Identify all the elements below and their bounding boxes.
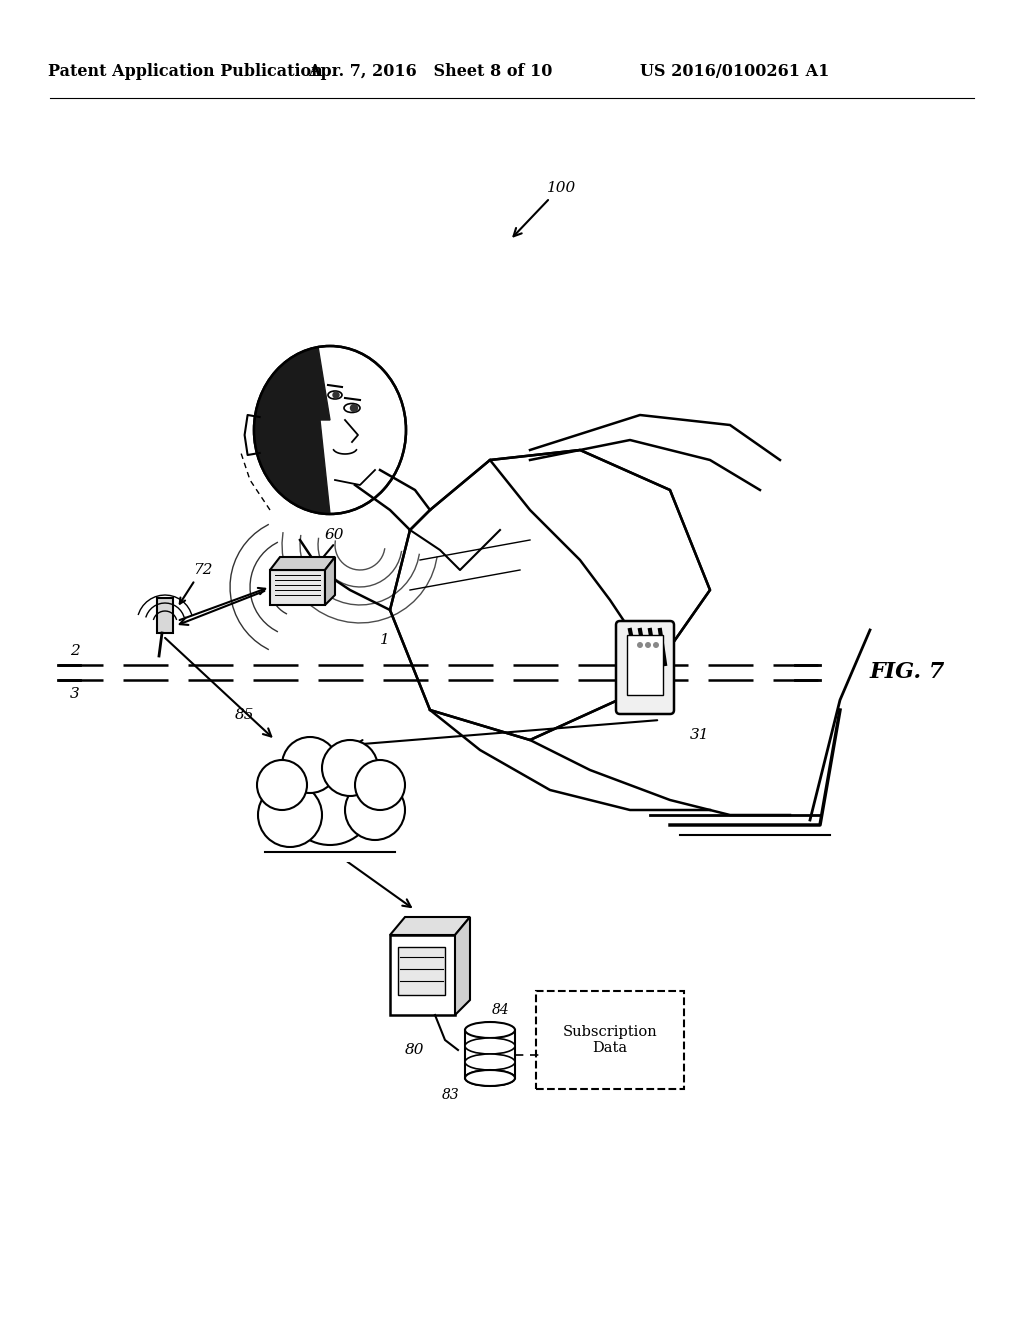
Text: FIG. 7: FIG. 7	[870, 661, 945, 682]
Text: 84: 84	[492, 1003, 510, 1016]
Polygon shape	[325, 557, 335, 605]
Circle shape	[350, 404, 357, 412]
Text: 72: 72	[194, 564, 213, 577]
Polygon shape	[390, 450, 710, 741]
Circle shape	[282, 737, 338, 793]
Polygon shape	[270, 570, 325, 605]
Text: 31: 31	[690, 729, 710, 742]
Circle shape	[333, 392, 339, 399]
Circle shape	[645, 642, 651, 648]
Ellipse shape	[465, 1022, 515, 1038]
Circle shape	[637, 642, 643, 648]
FancyBboxPatch shape	[616, 620, 674, 714]
Bar	[157, 598, 173, 634]
Circle shape	[285, 755, 375, 845]
Text: Subscription
Data: Subscription Data	[562, 1024, 657, 1055]
Ellipse shape	[344, 404, 360, 412]
Circle shape	[653, 642, 659, 648]
Text: 100: 100	[548, 181, 577, 195]
Circle shape	[258, 783, 322, 847]
Polygon shape	[390, 935, 455, 1015]
Bar	[627, 635, 663, 696]
Polygon shape	[254, 347, 330, 513]
Text: 80: 80	[406, 1043, 425, 1057]
Ellipse shape	[328, 391, 342, 399]
Text: Apr. 7, 2016   Sheet 8 of 10: Apr. 7, 2016 Sheet 8 of 10	[308, 63, 552, 81]
Text: US 2016/0100261 A1: US 2016/0100261 A1	[640, 63, 829, 81]
Circle shape	[322, 741, 378, 796]
Ellipse shape	[254, 346, 406, 513]
Text: 60: 60	[325, 528, 344, 543]
Circle shape	[355, 760, 406, 810]
Polygon shape	[530, 414, 780, 490]
Text: 83: 83	[442, 1088, 460, 1102]
Text: 2: 2	[70, 644, 80, 657]
Text: Patent Application Publication: Patent Application Publication	[48, 63, 323, 81]
Polygon shape	[398, 946, 445, 995]
Polygon shape	[455, 917, 470, 1015]
Ellipse shape	[465, 1038, 515, 1053]
Polygon shape	[250, 847, 410, 862]
Ellipse shape	[465, 1053, 515, 1071]
Ellipse shape	[465, 1071, 515, 1086]
Circle shape	[345, 780, 406, 840]
Text: 1: 1	[380, 634, 390, 647]
Text: 3: 3	[70, 686, 80, 701]
Text: 85: 85	[236, 708, 255, 722]
Polygon shape	[270, 557, 335, 570]
Ellipse shape	[465, 1071, 515, 1086]
Polygon shape	[390, 917, 470, 935]
Text: Network: Network	[296, 799, 364, 812]
Circle shape	[257, 760, 307, 810]
